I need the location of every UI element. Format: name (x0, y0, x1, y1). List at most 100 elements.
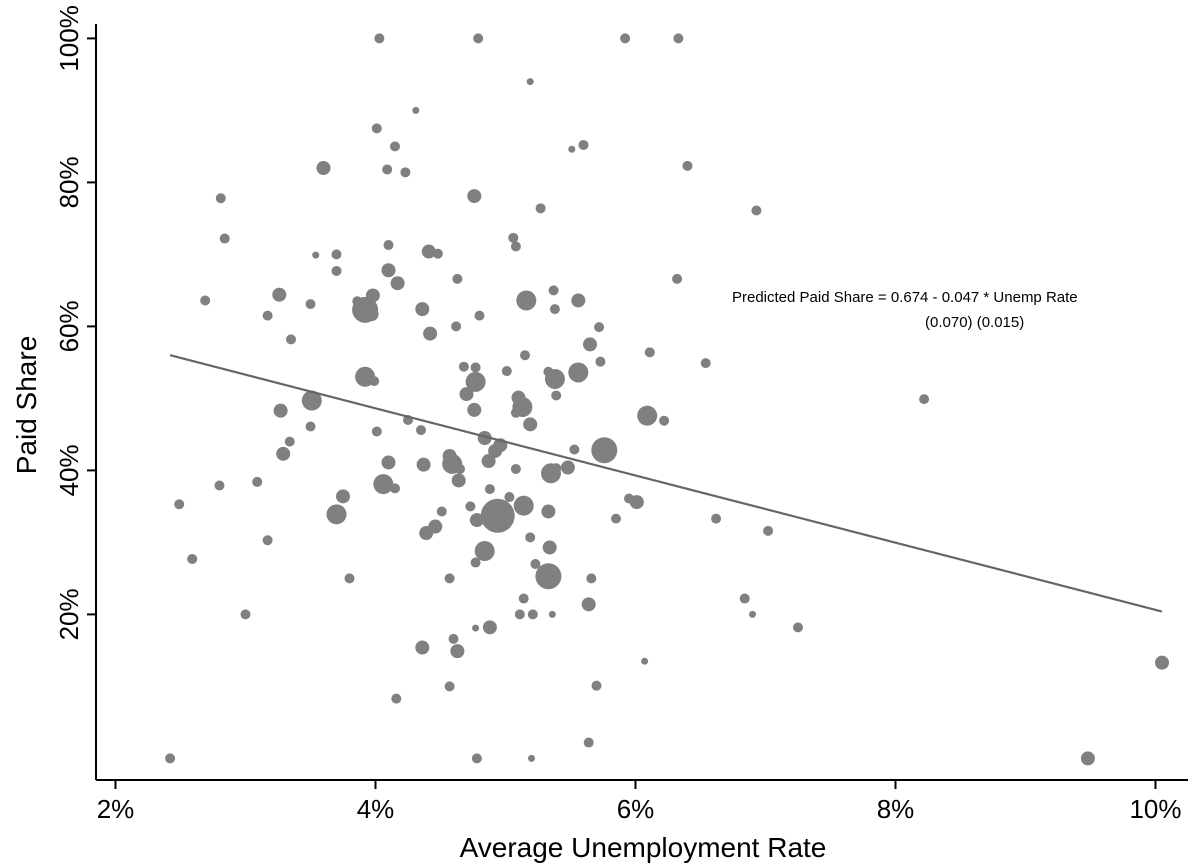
data-point (336, 489, 350, 504)
data-point (520, 350, 530, 361)
data-point (530, 559, 541, 569)
data-point (549, 304, 560, 315)
data-point (474, 541, 495, 562)
data-point (369, 376, 380, 387)
data-point (381, 455, 396, 470)
data-point (548, 610, 556, 618)
y-tick-label: 100% (54, 5, 84, 72)
data-point (448, 633, 459, 644)
data-point (276, 446, 291, 461)
data-point (578, 139, 589, 150)
data-point (484, 484, 495, 495)
data-point (482, 620, 497, 635)
data-point (581, 597, 596, 612)
fit-line (169, 354, 1163, 613)
data-point (551, 390, 562, 401)
data-point (444, 573, 455, 584)
x-tick-label: 6% (617, 794, 655, 824)
data-point (390, 483, 400, 494)
data-point (467, 189, 482, 204)
data-point (187, 553, 198, 564)
data-point (569, 444, 580, 455)
data-point (673, 33, 684, 44)
y-tick-label: 80% (54, 156, 84, 208)
data-point (526, 78, 534, 86)
data-point (739, 593, 750, 604)
data-point (480, 498, 515, 533)
data-point (450, 644, 465, 659)
data-point (644, 347, 655, 358)
data-point (415, 640, 430, 655)
data-point (382, 164, 393, 175)
data-point (1155, 655, 1169, 670)
data-point (200, 295, 211, 306)
data-point (421, 244, 436, 259)
data-point (568, 362, 589, 383)
data-point (452, 273, 463, 284)
data-point (174, 499, 185, 510)
data-point (215, 193, 226, 204)
data-point (470, 362, 481, 373)
data-point (751, 205, 762, 216)
data-point (400, 167, 411, 178)
data-point (583, 737, 594, 748)
data-point (591, 437, 618, 464)
data-point (510, 407, 521, 418)
data-point (510, 241, 521, 252)
data-point (301, 390, 322, 411)
y-axis-title: Paid Share (11, 336, 42, 475)
data-point (273, 403, 288, 418)
x-tick-label: 4% (357, 794, 395, 824)
data-point (286, 334, 296, 345)
data-point (594, 322, 605, 333)
x-ticks: 2% 4% 6% 8% 10% (97, 780, 1182, 824)
y-tick-label: 40% (54, 444, 84, 496)
data-point (458, 361, 469, 372)
data-point (444, 681, 455, 692)
data-point (541, 504, 556, 519)
data-point (508, 232, 519, 243)
data-point (316, 161, 331, 175)
data-point (470, 557, 481, 568)
data-point (465, 371, 486, 392)
data-point (528, 754, 535, 762)
x-axis-title: Average Unemployment Rate (460, 832, 827, 863)
data-point (919, 394, 930, 405)
data-point (390, 276, 405, 291)
data-point (373, 474, 394, 495)
data-point (542, 540, 557, 555)
data-point (611, 513, 621, 524)
data-point (641, 657, 649, 665)
data-point (390, 141, 400, 152)
data-point (568, 145, 576, 153)
data-point (749, 610, 756, 618)
x-tick-label: 2% (97, 794, 135, 824)
data-point (284, 436, 295, 447)
data-point (331, 265, 342, 276)
data-point (518, 593, 529, 604)
data-point (541, 463, 561, 484)
data-point (469, 513, 484, 528)
data-point (374, 33, 385, 44)
data-point (525, 532, 536, 543)
data-point (423, 326, 438, 341)
data-point (513, 495, 534, 516)
data-point (763, 525, 774, 536)
data-point (620, 33, 631, 44)
data-point (535, 203, 546, 214)
data-point (583, 337, 597, 352)
data-point (416, 457, 431, 472)
data-point (364, 307, 379, 322)
data-point (514, 609, 525, 620)
data-point (459, 387, 474, 402)
data-point (326, 504, 347, 525)
data-point (252, 476, 263, 487)
data-point (504, 492, 515, 503)
data-point (516, 290, 537, 311)
data-point (472, 624, 480, 632)
data-point (473, 33, 484, 44)
data-point (451, 321, 462, 332)
y-ticks: 20% 40% 60% 80% 100% (54, 5, 96, 640)
